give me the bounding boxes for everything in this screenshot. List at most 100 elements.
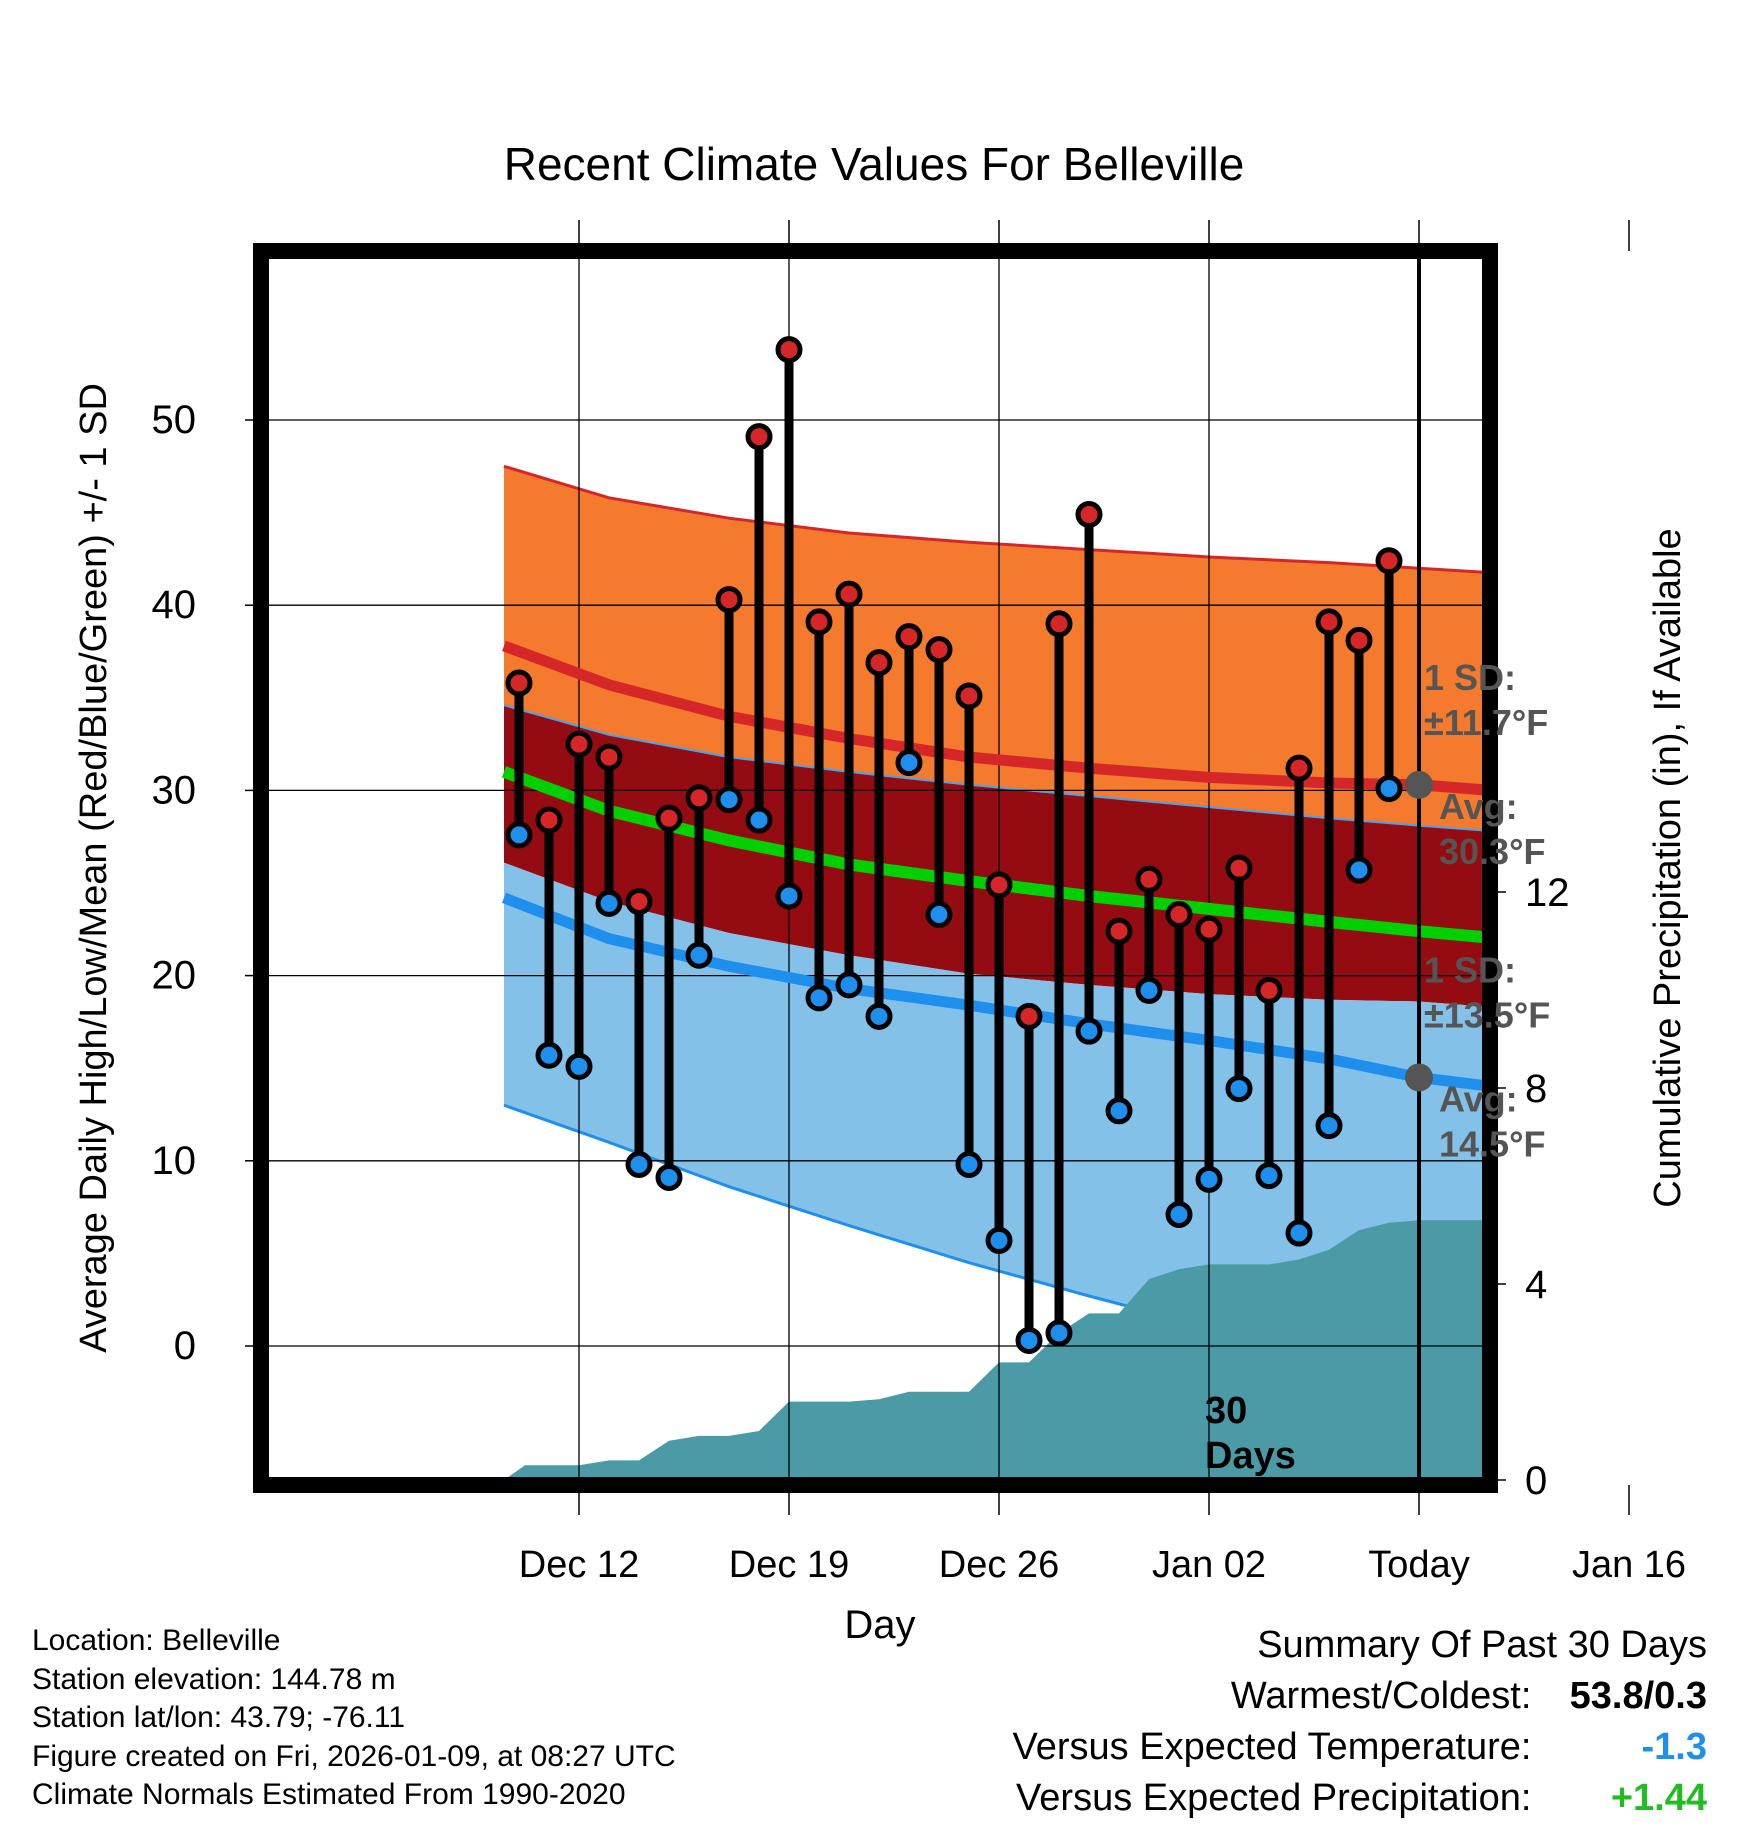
low-point xyxy=(685,941,713,969)
high-point xyxy=(1345,626,1373,654)
y-tick-label: 30 xyxy=(152,768,197,812)
avg-value: 30.3°F xyxy=(1439,831,1545,872)
average-marker xyxy=(1405,770,1433,799)
high-point xyxy=(1075,500,1103,528)
station-info: Location: Belleville Station elevation: … xyxy=(32,1622,676,1815)
high-point xyxy=(1315,608,1343,636)
high-point xyxy=(745,423,773,451)
created-text: Figure created on Fri, 2026-01-09, at 08… xyxy=(32,1739,676,1773)
low-point xyxy=(1315,1112,1343,1140)
high-point xyxy=(715,586,743,614)
low-point xyxy=(985,1226,1013,1254)
y-tick-label: 50 xyxy=(152,398,197,442)
low-point xyxy=(865,1002,893,1030)
low-point xyxy=(1135,976,1163,1004)
high-point xyxy=(1375,547,1403,575)
high-point xyxy=(1225,854,1253,882)
high-point xyxy=(1195,915,1223,943)
low-point xyxy=(535,1041,563,1069)
x-tick-label: Dec 26 xyxy=(939,1544,1059,1586)
x-tick-label: Jan 02 xyxy=(1152,1544,1266,1586)
y-tick-label: 0 xyxy=(174,1324,196,1368)
low-point xyxy=(505,821,533,849)
low-point xyxy=(1345,856,1373,884)
y-tick-label: 20 xyxy=(152,954,197,998)
avg-value: 14.5°F xyxy=(1439,1123,1545,1164)
avg-label: Avg: xyxy=(1439,786,1518,827)
low-point xyxy=(1195,1165,1223,1193)
x-tick-label: Today xyxy=(1368,1544,1469,1586)
high-point xyxy=(955,682,983,710)
high-point xyxy=(805,608,833,636)
high-point xyxy=(625,888,653,916)
sd-label: 1 SD: xyxy=(1424,657,1516,698)
low-point xyxy=(925,900,953,928)
high-point xyxy=(565,730,593,758)
temp-value: -1.3 xyxy=(1641,1726,1707,1768)
summary-title: Summary Of Past 30 Days xyxy=(1257,1624,1707,1666)
average-marker xyxy=(1405,1063,1433,1092)
high-point xyxy=(835,580,863,608)
high-point xyxy=(1135,865,1163,893)
low-point xyxy=(715,786,743,814)
x-tick-label: Dec 12 xyxy=(519,1544,639,1586)
plot-area xyxy=(269,259,1482,1477)
daily-bars xyxy=(505,336,1403,1354)
low-point xyxy=(775,882,803,910)
low-point xyxy=(1255,1162,1283,1190)
y-tick-label: 40 xyxy=(152,583,197,627)
high-point xyxy=(895,623,923,651)
location-text: Location: Belleville xyxy=(32,1624,281,1657)
y-tick-label: 10 xyxy=(152,1139,197,1183)
low-point xyxy=(955,1151,983,1179)
high-point xyxy=(1255,976,1283,1004)
summary-panel: Summary Of Past 30 Days Warmest/Coldest:… xyxy=(1013,1620,1707,1824)
low-point xyxy=(655,1163,683,1191)
high-point xyxy=(1165,900,1193,928)
precip-value: +1.44 xyxy=(1610,1777,1707,1819)
high-point xyxy=(1285,754,1313,782)
high-point xyxy=(985,871,1013,899)
plot-frame xyxy=(253,243,1498,1493)
sd-label: 1 SD: xyxy=(1424,949,1516,990)
low-point xyxy=(1105,1097,1133,1125)
summary-temp: Versus Expected Temperature: -1.3 xyxy=(1013,1722,1707,1773)
y2-axis-label: Cumulative Precipitation (in), If Availa… xyxy=(1647,528,1689,1207)
summary-warmest: Warmest/Coldest: 53.8/0.3 xyxy=(1013,1671,1707,1722)
low-point xyxy=(1285,1219,1313,1247)
y2-tick-label: 8 xyxy=(1525,1067,1547,1111)
low-point xyxy=(565,1052,593,1080)
y2-tick-label: 0 xyxy=(1525,1459,1547,1503)
low-point xyxy=(595,889,623,917)
gridlines xyxy=(269,259,1482,1477)
y-axis-label: Average Daily High/Low/Mean (Red/Blue/Gr… xyxy=(73,383,115,1353)
low-point xyxy=(1165,1201,1193,1229)
high-point xyxy=(505,669,533,697)
precipitation-area xyxy=(508,1220,1482,1477)
sd-value: ±13.5°F xyxy=(1424,994,1550,1035)
temp-label: Versus Expected Temperature: xyxy=(1012,1726,1532,1768)
axes: 0 10 20 30 40 50 0 4 8 12 Dec 12 Dec 19 Dec 26 Jan 02… xyxy=(152,220,1686,1586)
high-point xyxy=(1105,917,1133,945)
x-tick-label: Jan 16 xyxy=(1572,1544,1686,1586)
low-point xyxy=(1075,1017,1103,1045)
y2-tick-label: 4 xyxy=(1525,1263,1547,1307)
low-point xyxy=(895,749,923,777)
low-point xyxy=(835,971,863,999)
warmest-value: 53.8/0.3 xyxy=(1569,1675,1707,1717)
precip-label: Versus Expected Precipitation: xyxy=(1016,1777,1532,1819)
sd-value: ±11.7°F xyxy=(1424,702,1548,743)
avg-label: Avg: xyxy=(1439,1078,1518,1119)
latlon-text: Station lat/lon: 43.79; -76.11 xyxy=(32,1701,406,1734)
low-point xyxy=(805,984,833,1012)
low-point xyxy=(1045,1319,1073,1347)
high-point xyxy=(535,806,563,834)
high-point xyxy=(865,649,893,677)
low-point xyxy=(1225,1075,1253,1103)
low-point xyxy=(745,806,773,834)
today-label-count: 30 xyxy=(1205,1390,1247,1432)
x-axis-label: Day xyxy=(844,1603,915,1647)
high-point xyxy=(655,804,683,832)
